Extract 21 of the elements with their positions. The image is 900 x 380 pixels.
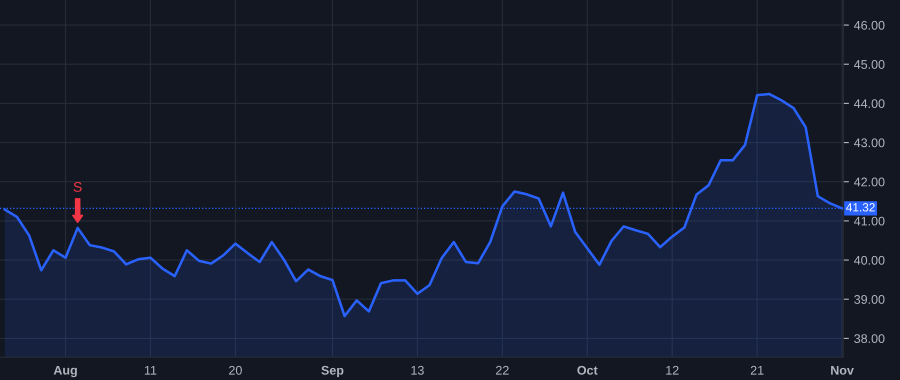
x-tick-label: Sep — [321, 366, 344, 378]
y-tick-label: 46.00 — [854, 20, 885, 30]
y-tick-label: 42.00 — [854, 178, 885, 186]
x-tick-label: 12 — [666, 366, 679, 375]
ref-line-label: 41.32 — [846, 203, 875, 212]
x-tick-label: 21 — [750, 366, 764, 375]
y-tick-label: 44.00 — [854, 99, 885, 108]
x-tick-label: 22 — [496, 366, 509, 375]
x-tick-label: Aug — [54, 366, 77, 378]
x-tick-label: 20 — [229, 366, 242, 375]
y-tick-label: 38.00 — [854, 334, 885, 344]
x-tick-label: 11 — [144, 366, 156, 375]
annotation: S — [74, 182, 82, 192]
x-tick-label: Nov — [831, 366, 854, 375]
y-tick-label: 40.00 — [854, 256, 885, 265]
y-tick-label: 39.00 — [854, 295, 885, 304]
y-tick-label: 45.00 — [854, 60, 885, 69]
y-tick-label: 41.00 — [854, 216, 885, 226]
y-tick-label: 43.00 — [854, 138, 885, 148]
x-tick-label: 13 — [411, 366, 424, 375]
x-tick-label: Oct — [577, 366, 598, 375]
